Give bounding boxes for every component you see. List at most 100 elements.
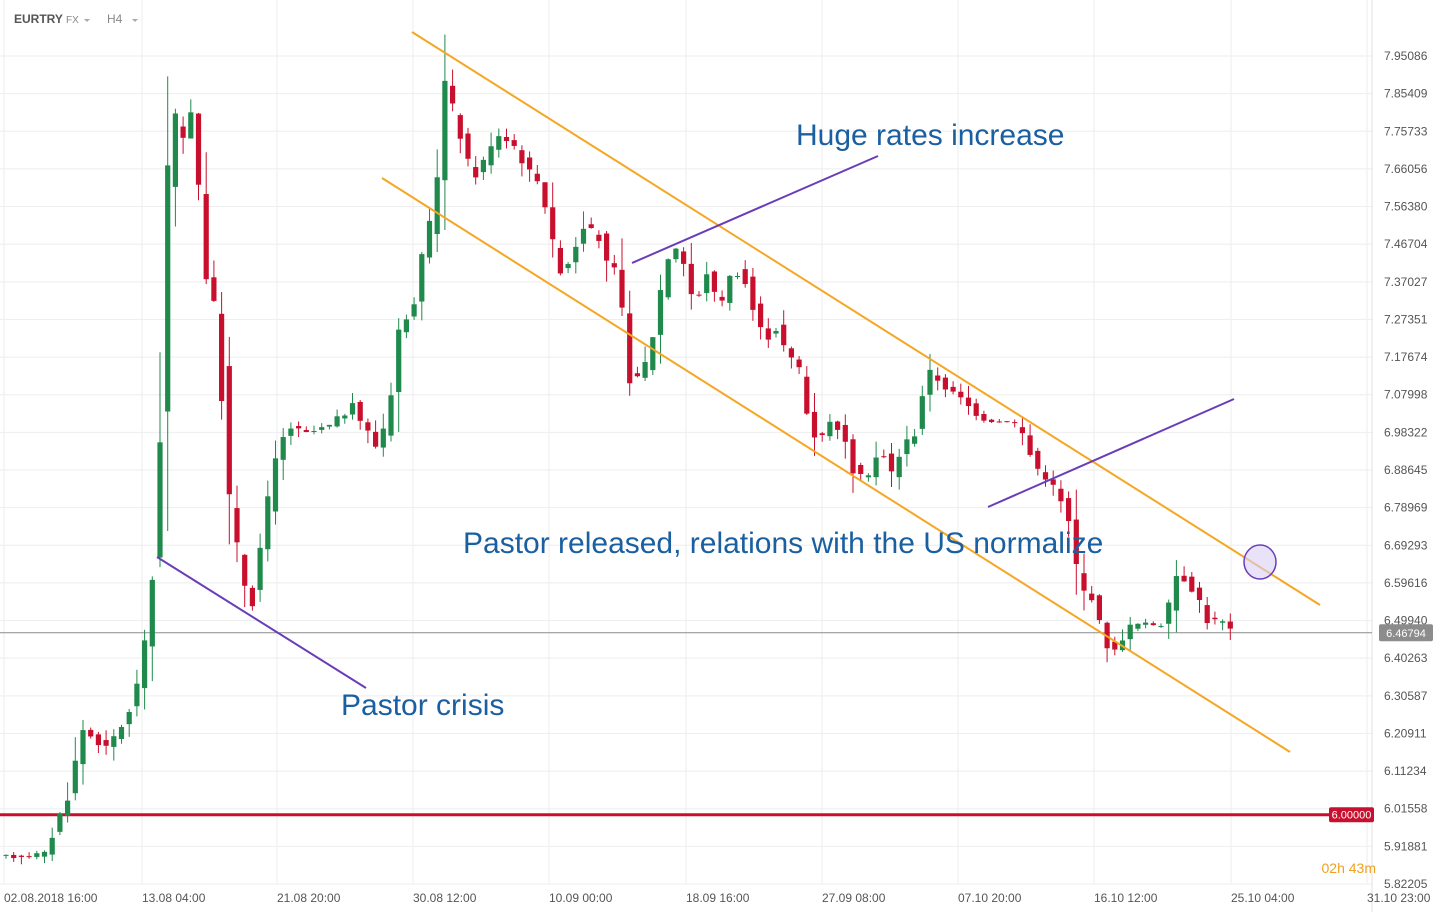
candle <box>496 128 502 158</box>
price-tick-label: 6.98322 <box>1384 425 1428 439</box>
price-tick-label: 6.01558 <box>1384 802 1428 816</box>
timeframe-dropdown-icon[interactable] <box>132 19 138 22</box>
candle <box>450 69 456 112</box>
market-label[interactable]: FX <box>66 15 79 26</box>
candle-body <box>1012 422 1018 424</box>
timeframe-label[interactable]: H4 <box>107 12 123 26</box>
candle-body <box>49 837 55 855</box>
candle <box>480 156 486 180</box>
candle-body <box>1181 575 1187 582</box>
candles <box>3 34 1233 865</box>
candle-body <box>611 263 617 268</box>
candle <box>195 112 202 201</box>
price-tick-label: 6.78969 <box>1384 501 1428 515</box>
candle-body <box>296 426 302 429</box>
candle <box>935 367 941 391</box>
price-tick-label: 6.88645 <box>1384 463 1428 477</box>
candle-body <box>796 359 802 368</box>
trend-line-crisis[interactable] <box>156 556 367 689</box>
price-tick-label: 7.07998 <box>1384 388 1428 402</box>
candle <box>796 356 802 375</box>
target-circle[interactable] <box>1243 544 1277 580</box>
annotation-crisis: Pastor crisis <box>341 689 504 722</box>
candle <box>396 318 402 432</box>
candle-body <box>1158 625 1164 627</box>
candle-body <box>26 856 32 858</box>
candle <box>1220 619 1226 631</box>
candle-body <box>765 328 771 340</box>
time-tick-label: 27.09 08:00 <box>822 891 886 905</box>
symbol-label[interactable]: EURTRY <box>14 12 63 26</box>
candle <box>380 413 386 457</box>
candle-body <box>1127 624 1133 640</box>
candle-body <box>165 165 171 412</box>
candle <box>41 850 48 864</box>
candle-body <box>142 640 148 689</box>
candle-body <box>681 251 687 264</box>
candle-body <box>319 427 325 430</box>
candle-body <box>673 248 679 260</box>
candle-body <box>958 391 964 398</box>
candle-body <box>634 373 640 377</box>
candle-body <box>226 366 232 495</box>
candle <box>11 852 17 862</box>
candle-body <box>388 395 394 436</box>
candle-body <box>619 269 625 308</box>
grid <box>0 0 1372 885</box>
candle <box>534 165 540 185</box>
candle <box>781 310 787 352</box>
candle-body <box>434 177 440 235</box>
trend-line-rates[interactable] <box>631 155 879 264</box>
candle <box>426 208 433 264</box>
candle <box>1212 611 1218 625</box>
candle-body <box>373 431 379 447</box>
price-tick-label: 6.40263 <box>1384 651 1428 665</box>
trend-line-release[interactable] <box>987 398 1235 508</box>
candle <box>1166 599 1172 639</box>
price-tick-label: 7.37027 <box>1384 275 1428 289</box>
channel-upper-line[interactable] <box>411 31 1321 606</box>
candle <box>457 113 463 154</box>
candle <box>696 290 702 297</box>
candle-body <box>1166 602 1172 624</box>
candle <box>488 132 494 174</box>
candle-body <box>1019 427 1025 434</box>
candle <box>118 724 125 744</box>
price-tick-label: 7.66056 <box>1384 162 1428 176</box>
candle <box>1227 613 1233 640</box>
chart-header: EURTRY FX H4 <box>14 12 138 26</box>
candle <box>103 730 109 755</box>
candle-body <box>1089 593 1095 601</box>
candle-body <box>1058 488 1064 502</box>
candle-body <box>665 259 671 298</box>
level-value: 6.00000 <box>1332 809 1372 821</box>
candle <box>365 418 371 444</box>
candle <box>1027 424 1033 457</box>
candle <box>1089 586 1095 603</box>
price-tick-label: 7.17674 <box>1384 350 1428 364</box>
candle-body <box>1073 519 1079 565</box>
candle <box>965 385 972 415</box>
candle-body <box>550 207 556 240</box>
candle-body <box>219 313 225 402</box>
channel-lower-line[interactable] <box>381 177 1291 753</box>
candle-body <box>711 271 717 292</box>
candle-body <box>596 234 602 241</box>
candle-body <box>819 433 825 436</box>
candle-body <box>234 508 240 543</box>
candle <box>234 485 240 563</box>
candle-body <box>172 113 178 187</box>
candle-body <box>511 140 517 146</box>
candle <box>580 211 587 252</box>
candle-body <box>103 740 109 746</box>
candle <box>403 314 409 339</box>
candle <box>650 337 656 376</box>
candle-body <box>542 182 548 208</box>
candle <box>1181 566 1187 582</box>
market-dropdown-icon[interactable] <box>84 19 90 22</box>
candle-body <box>465 133 471 159</box>
candle-body <box>981 413 987 421</box>
candle-body <box>326 424 332 427</box>
candle-body <box>65 800 71 816</box>
